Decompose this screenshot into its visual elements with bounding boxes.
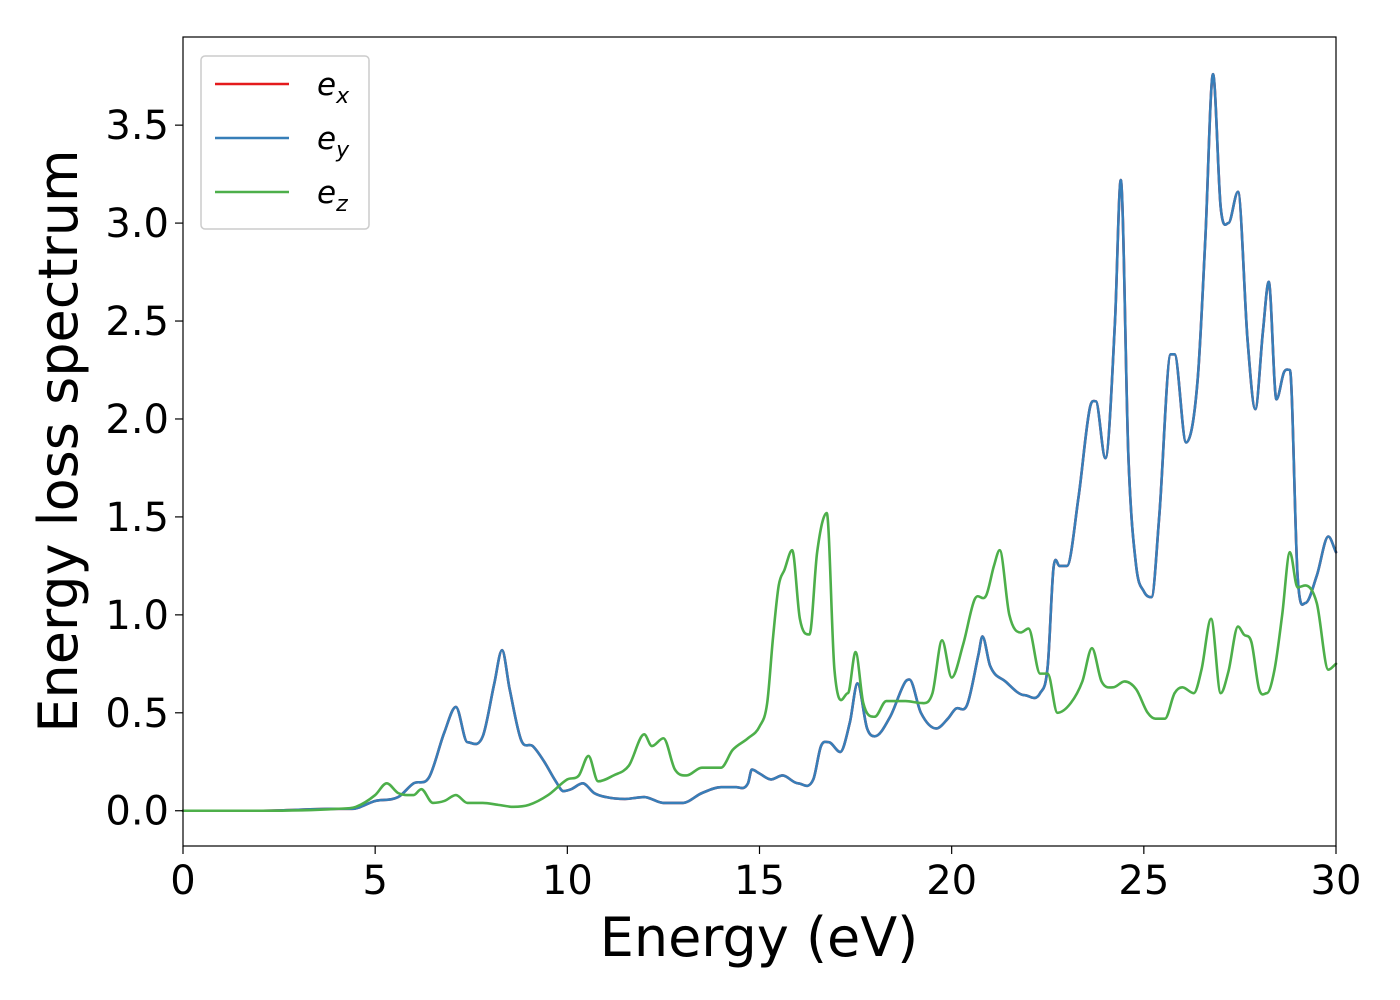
- y-tick-label: 1.0: [105, 593, 169, 639]
- y-tick-label: 3.0: [105, 201, 169, 247]
- x-tick-label: 30: [1311, 858, 1362, 904]
- y-tick-label: 2.0: [105, 397, 169, 443]
- x-axis-label: Energy (eV): [600, 906, 919, 969]
- x-tick-label: 0: [170, 858, 195, 904]
- x-tick-label: 10: [542, 858, 593, 904]
- series-line-e-z: [181, 511, 1338, 813]
- y-tick-label: 0.5: [105, 691, 169, 737]
- legend-label-e-x: ex: [317, 67, 350, 109]
- legend-label-e-z: ez: [317, 175, 348, 217]
- x-tick-label: 20: [926, 858, 977, 904]
- y-tick-label: 2.5: [105, 299, 169, 345]
- y-axis-ticks: 0.0 0.5 1.0 1.5 2.0 2.5 3.0 3.5: [105, 103, 183, 835]
- x-tick-label: 5: [362, 858, 387, 904]
- x-tick-label: 25: [1118, 858, 1169, 904]
- x-axis-ticks: 0 5 10 15 20 25 30: [170, 846, 1361, 904]
- y-tick-label: 3.5: [105, 103, 169, 149]
- series-line-e-y: [181, 72, 1338, 813]
- x-tick-label: 15: [734, 858, 785, 904]
- legend-box: [200, 55, 370, 230]
- y-tick-label: 0.0: [105, 789, 169, 835]
- plot-area: [183, 37, 1336, 846]
- series-layer: [181, 72, 1338, 813]
- legend-label-e-y: ey: [317, 121, 350, 163]
- y-axis-label: Energy loss spectrum: [27, 149, 90, 732]
- y-tick-label: 1.5: [105, 495, 169, 541]
- legend: ex ey ez: [200, 55, 370, 230]
